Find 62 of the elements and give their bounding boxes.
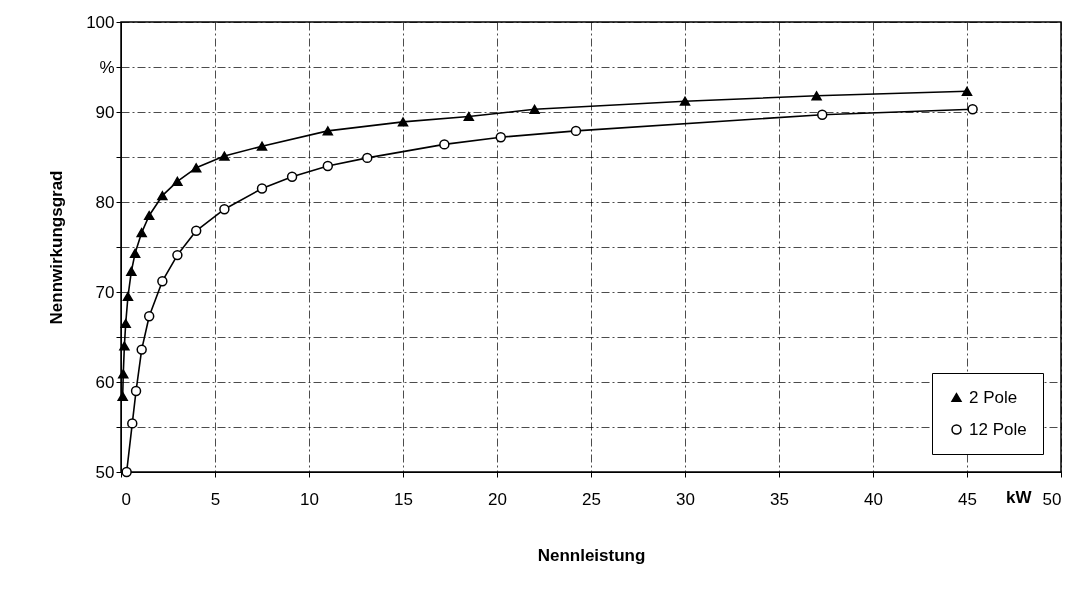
point	[495, 131, 506, 143]
y-tick-label: %	[99, 57, 115, 77]
x-tick-label: 45	[958, 489, 977, 509]
point	[172, 176, 183, 186]
y-tick-label: 80	[95, 192, 115, 212]
point	[463, 111, 475, 122]
point	[219, 203, 230, 215]
point	[172, 249, 183, 261]
point	[157, 191, 168, 201]
point	[362, 152, 373, 164]
point	[256, 141, 268, 151]
legend-label: 2 Pole	[969, 387, 1018, 407]
x-tick-label: 50	[1042, 489, 1062, 509]
y-tick-label: 50	[95, 462, 115, 482]
point	[439, 139, 450, 150]
y-tick-label: 70	[95, 282, 115, 302]
y-tick-label: 60	[95, 372, 115, 392]
point	[256, 183, 268, 194]
point	[961, 86, 973, 96]
point	[967, 104, 978, 115]
y-axis-title: Nennwirkungsgrad	[47, 170, 67, 325]
point	[190, 163, 202, 173]
point	[143, 210, 155, 221]
point	[130, 385, 142, 397]
point	[117, 391, 128, 402]
point	[126, 266, 137, 276]
point	[322, 126, 334, 136]
x-axis-title: Nennleistung	[537, 545, 646, 565]
x-tick-label: 10	[300, 489, 319, 509]
point	[143, 311, 155, 322]
point	[122, 291, 134, 302]
point	[136, 227, 147, 238]
y-tick-label: 100	[86, 12, 115, 32]
x-tick-label: 35	[770, 489, 789, 509]
point	[679, 96, 691, 106]
y-tick-label: 90	[95, 102, 115, 122]
point	[286, 171, 298, 183]
point	[120, 318, 131, 329]
x-tick-label: 30	[676, 489, 695, 509]
point	[136, 344, 147, 355]
text: kW	[1005, 488, 1033, 507]
point	[397, 117, 409, 127]
point	[157, 275, 168, 287]
legend-label: 12 Pole	[969, 419, 1027, 439]
point	[322, 160, 334, 172]
point	[121, 466, 132, 478]
x-tick-label: 5	[210, 489, 221, 509]
point	[529, 104, 540, 114]
point	[127, 418, 138, 429]
x-tick-label: 25	[582, 489, 601, 509]
point	[811, 91, 822, 101]
x-tick-label: 40	[864, 489, 883, 509]
point	[119, 341, 130, 351]
point	[817, 109, 828, 120]
x-tick-label: 15	[394, 489, 413, 509]
point	[129, 248, 141, 258]
point	[219, 151, 230, 161]
x-tick-label: 0	[121, 489, 131, 509]
point	[118, 369, 129, 379]
point	[190, 225, 202, 237]
x-tick-label: 20	[488, 489, 507, 509]
point	[570, 125, 582, 137]
